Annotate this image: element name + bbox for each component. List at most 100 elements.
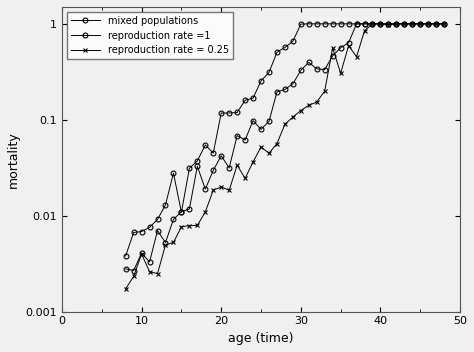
reproduction rate =1 (163, 203, 168, 207)
reproduction rate = 0.25 (290, 115, 296, 119)
mixed populations (202, 187, 208, 191)
mixed populations (242, 138, 248, 142)
reproduction rate = 0.25 (298, 108, 304, 113)
reproduction rate = 0.25 (433, 22, 439, 26)
reproduction rate =1 (306, 22, 311, 26)
reproduction rate = 0.25 (234, 163, 240, 167)
reproduction rate =1 (123, 254, 128, 258)
mixed populations (163, 240, 168, 245)
reproduction rate =1 (250, 96, 256, 100)
mixed populations (147, 260, 153, 264)
reproduction rate = 0.25 (147, 270, 153, 274)
mixed populations (401, 22, 407, 26)
reproduction rate = 0.25 (425, 22, 431, 26)
reproduction rate = 0.25 (330, 46, 336, 50)
mixed populations (370, 22, 375, 26)
mixed populations (306, 60, 311, 64)
mixed populations (171, 217, 176, 221)
Line: reproduction rate = 0.25: reproduction rate = 0.25 (123, 21, 447, 291)
reproduction rate = 0.25 (194, 223, 200, 227)
mixed populations (139, 251, 145, 255)
reproduction rate = 0.25 (274, 142, 280, 146)
Y-axis label: mortality: mortality (7, 131, 20, 188)
reproduction rate = 0.25 (401, 22, 407, 26)
reproduction rate = 0.25 (378, 22, 383, 26)
mixed populations (187, 207, 192, 211)
reproduction rate =1 (171, 171, 176, 175)
X-axis label: age (time): age (time) (228, 332, 294, 345)
reproduction rate =1 (314, 22, 319, 26)
reproduction rate =1 (226, 111, 232, 115)
mixed populations (298, 68, 304, 73)
reproduction rate = 0.25 (242, 176, 248, 181)
reproduction rate =1 (401, 22, 407, 26)
mixed populations (274, 90, 280, 94)
reproduction rate =1 (179, 210, 184, 214)
reproduction rate = 0.25 (179, 225, 184, 229)
reproduction rate =1 (194, 159, 200, 163)
reproduction rate =1 (362, 22, 367, 26)
reproduction rate = 0.25 (123, 287, 128, 291)
mixed populations (210, 168, 216, 172)
reproduction rate = 0.25 (250, 160, 256, 164)
reproduction rate = 0.25 (322, 89, 328, 93)
reproduction rate =1 (346, 22, 351, 26)
mixed populations (258, 127, 264, 131)
reproduction rate = 0.25 (202, 210, 208, 214)
mixed populations (266, 119, 272, 124)
mixed populations (433, 22, 439, 26)
mixed populations (385, 22, 391, 26)
reproduction rate = 0.25 (155, 271, 160, 276)
reproduction rate = 0.25 (226, 188, 232, 192)
reproduction rate = 0.25 (306, 103, 311, 107)
reproduction rate = 0.25 (139, 252, 145, 256)
mixed populations (322, 68, 328, 72)
reproduction rate =1 (187, 166, 192, 170)
reproduction rate = 0.25 (219, 185, 224, 189)
mixed populations (441, 22, 447, 26)
reproduction rate =1 (155, 217, 160, 221)
reproduction rate =1 (139, 230, 145, 234)
mixed populations (194, 164, 200, 168)
reproduction rate =1 (385, 22, 391, 26)
reproduction rate =1 (393, 22, 399, 26)
mixed populations (425, 22, 431, 26)
mixed populations (330, 54, 336, 58)
reproduction rate = 0.25 (282, 122, 288, 126)
mixed populations (226, 166, 232, 170)
mixed populations (410, 22, 415, 26)
mixed populations (123, 267, 128, 271)
mixed populations (362, 22, 367, 26)
mixed populations (418, 22, 423, 26)
reproduction rate = 0.25 (385, 23, 391, 27)
reproduction rate =1 (290, 39, 296, 43)
reproduction rate =1 (274, 50, 280, 55)
reproduction rate =1 (202, 143, 208, 147)
mixed populations (393, 22, 399, 26)
reproduction rate =1 (219, 111, 224, 115)
reproduction rate =1 (378, 22, 383, 26)
mixed populations (314, 67, 319, 71)
reproduction rate = 0.25 (410, 22, 415, 26)
reproduction rate = 0.25 (354, 55, 359, 59)
reproduction rate =1 (282, 45, 288, 50)
mixed populations (346, 40, 351, 45)
reproduction rate =1 (147, 225, 153, 230)
reproduction rate =1 (425, 22, 431, 26)
reproduction rate = 0.25 (346, 44, 351, 48)
reproduction rate =1 (370, 22, 375, 26)
reproduction rate =1 (298, 22, 304, 26)
reproduction rate = 0.25 (362, 29, 367, 33)
mixed populations (378, 22, 383, 26)
reproduction rate = 0.25 (266, 151, 272, 155)
reproduction rate = 0.25 (393, 22, 399, 26)
mixed populations (282, 87, 288, 92)
reproduction rate =1 (441, 22, 447, 26)
mixed populations (354, 22, 359, 26)
reproduction rate = 0.25 (210, 188, 216, 192)
mixed populations (155, 228, 160, 233)
reproduction rate =1 (330, 22, 336, 26)
reproduction rate = 0.25 (131, 274, 137, 278)
reproduction rate =1 (322, 22, 328, 26)
reproduction rate = 0.25 (171, 240, 176, 245)
